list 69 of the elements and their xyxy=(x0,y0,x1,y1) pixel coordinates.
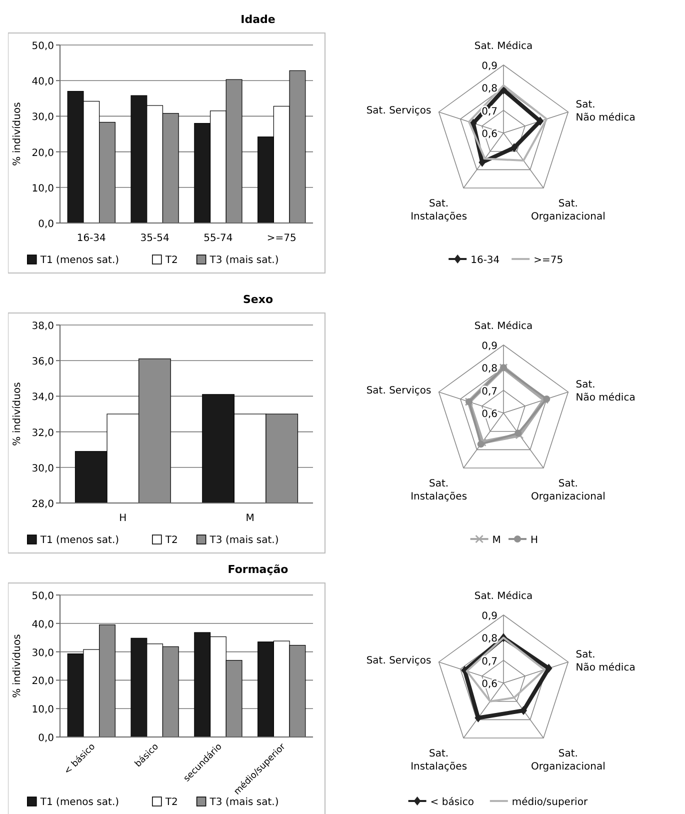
y-tick-label: 0,7 xyxy=(482,386,498,398)
y-tick-label: 0,6 xyxy=(482,129,498,140)
y-tick-label: 0,7 xyxy=(482,656,498,668)
y-tick-label: 0,9 xyxy=(482,61,498,72)
y-tick-label: 36,0 xyxy=(32,356,54,368)
legend-label: T1 (menos sat.) xyxy=(39,535,120,546)
legend-label: T2 xyxy=(164,797,178,808)
spoke-label: Sat. Serviços xyxy=(366,656,432,667)
y-tick-label: 0,8 xyxy=(482,634,498,645)
spoke-label: Sat. Médica xyxy=(474,591,533,602)
y-tick-label: 0,6 xyxy=(482,409,498,420)
y-tick-label: 0,8 xyxy=(482,364,498,375)
legend-label: H xyxy=(530,535,538,546)
spoke-label: Sat. Serviços xyxy=(366,106,432,117)
legend-label: médio/superior xyxy=(512,797,588,808)
legend-label: T1 (menos sat.) xyxy=(39,255,120,266)
y-tick-label: 10,0 xyxy=(32,183,54,194)
spoke-label: Sat. Organizacional xyxy=(530,478,606,502)
legend-label: M xyxy=(492,535,501,546)
x-tick-label: 16-34 xyxy=(76,233,106,244)
spoke-label: Sat. Médica xyxy=(474,41,533,52)
legend-label: T3 (mais sat.) xyxy=(208,797,279,808)
y-tick-label: 38,0 xyxy=(32,321,54,332)
y-tick-label: 0,9 xyxy=(482,341,498,352)
y-tick-label: 10,0 xyxy=(32,704,54,716)
spoke-label: Sat. Não médica xyxy=(576,100,636,124)
legend-label: T2 xyxy=(164,535,178,546)
y-tick-label: 0,0 xyxy=(38,219,54,230)
chart-title: Idade xyxy=(240,13,276,26)
legend-label: < básico xyxy=(430,797,474,808)
y-tick-label: 0,8 xyxy=(482,84,498,95)
y-tick-label: 34,0 xyxy=(32,392,54,404)
legend-label: T3 (mais sat.) xyxy=(208,255,279,266)
y-tick-label: 32,0 xyxy=(32,428,54,439)
y-tick-label: 0,9 xyxy=(482,611,498,622)
y-tick-label: 28,0 xyxy=(32,499,54,510)
legend-label: T1 (menos sat.) xyxy=(39,797,120,808)
y-tick-label: 0,6 xyxy=(482,679,498,690)
spoke-label: Sat. Não médica xyxy=(576,650,636,674)
chart-title: Formação xyxy=(228,563,289,576)
y-tick-label: 50,0 xyxy=(32,591,54,602)
legend-label: >=75 xyxy=(534,255,564,266)
y-tick-label: 20,0 xyxy=(32,676,54,688)
legend-label: 16-34 xyxy=(470,255,500,266)
legend-label: T3 (mais sat.) xyxy=(208,535,279,546)
y-axis-title: % indivíduos xyxy=(12,382,23,446)
spoke-label: Sat. Instalações xyxy=(410,748,468,772)
spoke-label: Sat. Instalações xyxy=(410,478,468,502)
y-tick-label: 40,0 xyxy=(32,619,54,630)
spoke-label: Sat. Médica xyxy=(474,321,533,332)
y-tick-label: 30,0 xyxy=(32,463,54,474)
y-tick-label: 50,0 xyxy=(32,41,54,52)
spoke-label: Sat. Organizacional xyxy=(530,198,606,222)
x-tick-label: 35-54 xyxy=(140,233,170,244)
x-tick-label: >=75 xyxy=(266,233,296,244)
y-tick-label: 40,0 xyxy=(32,76,54,88)
y-tick-label: 20,0 xyxy=(32,148,54,159)
legend-label: T2 xyxy=(164,255,178,266)
y-axis-title: % indivíduos xyxy=(12,102,23,166)
chart-title: Sexo xyxy=(242,293,274,306)
spoke-label: Sat. Serviços xyxy=(366,386,432,397)
spoke-label: Sat. Instalações xyxy=(410,198,468,222)
y-tick-label: 0,0 xyxy=(38,733,54,744)
y-axis-title: % indivíduos xyxy=(12,634,23,698)
y-tick-label: 30,0 xyxy=(32,648,54,659)
spoke-label: Sat. Organizacional xyxy=(530,748,606,772)
y-tick-label: 30,0 xyxy=(32,112,54,124)
spoke-label: Sat. Não médica xyxy=(576,380,636,404)
x-tick-label: 55-74 xyxy=(204,233,233,244)
